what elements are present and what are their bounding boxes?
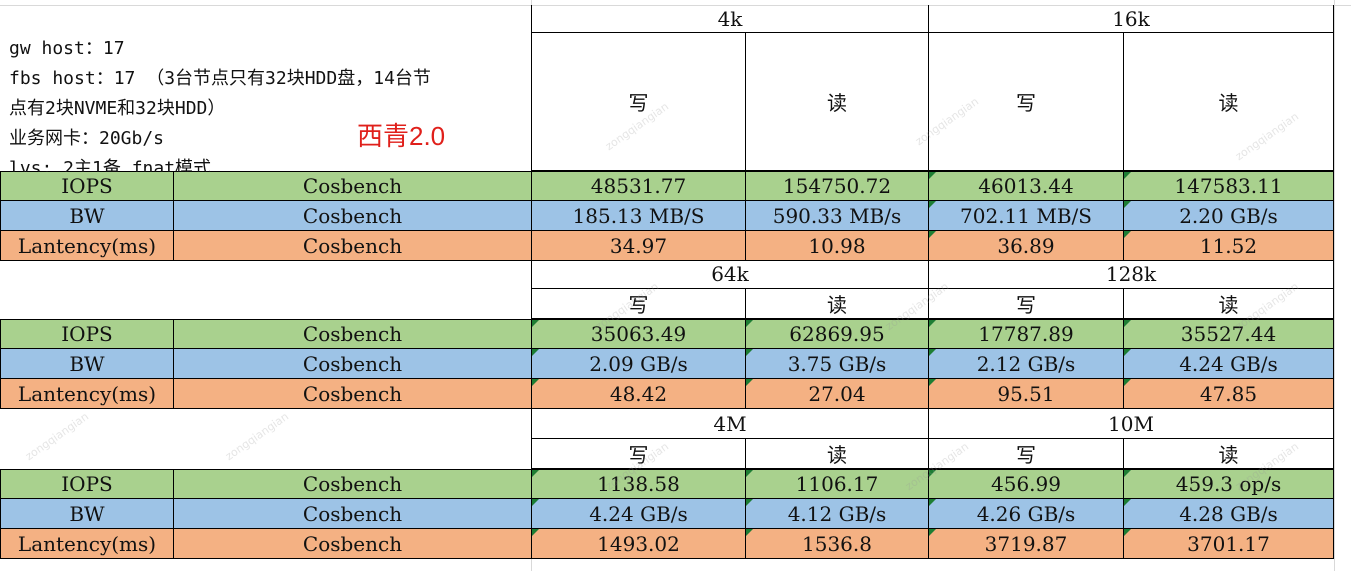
value-cell[interactable]: 702.11 MB/S — [928, 201, 1123, 231]
value-cell[interactable]: 4.12 GB/s — [745, 499, 928, 529]
metric-label[interactable]: IOPS — [0, 469, 173, 499]
value-cell[interactable]: 590.33 MB/s — [745, 201, 928, 231]
gridline — [1334, 0, 1335, 571]
tool-label[interactable]: Cosbench — [173, 469, 531, 499]
op-header[interactable]: 读 — [1123, 289, 1334, 319]
tool-label[interactable]: Cosbench — [173, 171, 531, 201]
op-header[interactable]: 写 — [531, 439, 745, 469]
tool-label[interactable]: Cosbench — [173, 231, 531, 261]
note-line: lvs: 2主1备 fnat模式 — [9, 158, 212, 172]
value-cell[interactable]: 1106.17 — [745, 469, 928, 499]
value-cell[interactable]: 2.09 GB/s — [531, 349, 745, 379]
metric-label[interactable]: BW — [0, 201, 173, 231]
value-cell[interactable]: 48531.77 — [531, 171, 745, 201]
gridline — [0, 5, 1351, 6]
op-header[interactable]: 写 — [928, 439, 1123, 469]
metric-label[interactable]: BW — [0, 349, 173, 379]
value-cell[interactable]: 3.75 GB/s — [745, 349, 928, 379]
size-header[interactable]: 4k — [531, 5, 928, 33]
metric-label[interactable]: Lantency(ms) — [0, 231, 173, 261]
value-cell[interactable]: 46013.44 — [928, 171, 1123, 201]
value-cell[interactable]: 1493.02 — [531, 529, 745, 559]
note-line: 业务网卡：20Gb/s — [9, 128, 165, 149]
tool-label[interactable]: Cosbench — [173, 529, 531, 559]
value-cell[interactable]: 2.20 GB/s — [1123, 201, 1334, 231]
value-cell[interactable]: 2.12 GB/s — [928, 349, 1123, 379]
note-line: fbs host：17 （3台节点只有32块HDD盘，14台节 — [9, 68, 431, 89]
value-cell[interactable]: 459.3 op/s — [1123, 469, 1334, 499]
op-header[interactable]: 写 — [531, 289, 745, 319]
value-cell[interactable]: 3719.87 — [928, 529, 1123, 559]
value-cell[interactable]: 48.42 — [531, 379, 745, 409]
size-header[interactable]: 64k — [531, 259, 928, 289]
value-cell[interactable]: 62869.95 — [745, 319, 928, 349]
size-header[interactable]: 4M — [531, 409, 928, 439]
tool-label[interactable]: Cosbench — [173, 379, 531, 409]
blank-header-cell[interactable] — [0, 259, 531, 319]
note-line: gw host：17 — [9, 38, 125, 59]
metric-label[interactable]: IOPS — [0, 319, 173, 349]
metric-label[interactable]: Lantency(ms) — [0, 529, 173, 559]
value-cell[interactable]: 4.28 GB/s — [1123, 499, 1334, 529]
value-cell[interactable]: 47.85 — [1123, 379, 1334, 409]
size-header[interactable]: 10M — [928, 409, 1334, 439]
value-cell[interactable]: 95.51 — [928, 379, 1123, 409]
size-header[interactable]: 128k — [928, 259, 1334, 289]
size-header[interactable]: 16k — [928, 5, 1334, 33]
notes-cell[interactable]: gw host：17 fbs host：17 （3台节点只有32块HDD盘，14… — [9, 34, 529, 172]
tool-label[interactable]: Cosbench — [173, 499, 531, 529]
value-cell[interactable]: 35063.49 — [531, 319, 745, 349]
value-cell[interactable]: 4.24 GB/s — [531, 499, 745, 529]
value-cell[interactable]: 3701.17 — [1123, 529, 1334, 559]
op-header[interactable]: 读 — [1123, 33, 1334, 171]
op-header[interactable]: 读 — [1123, 439, 1334, 469]
cluster-label: 西青2.0 — [357, 121, 446, 151]
op-header[interactable]: 写 — [928, 289, 1123, 319]
value-cell[interactable]: 11.52 — [1123, 231, 1334, 261]
metric-label[interactable]: IOPS — [0, 171, 173, 201]
tool-label[interactable]: Cosbench — [173, 319, 531, 349]
value-cell[interactable]: 17787.89 — [928, 319, 1123, 349]
tool-label[interactable]: Cosbench — [173, 349, 531, 379]
metric-label[interactable]: Lantency(ms) — [0, 379, 173, 409]
value-cell[interactable]: 10.98 — [745, 231, 928, 261]
op-header[interactable]: 读 — [745, 33, 928, 171]
metric-label[interactable]: BW — [0, 499, 173, 529]
value-cell[interactable]: 35527.44 — [1123, 319, 1334, 349]
value-cell[interactable]: 154750.72 — [745, 171, 928, 201]
value-cell[interactable]: 185.13 MB/S — [531, 201, 745, 231]
value-cell[interactable]: 34.97 — [531, 231, 745, 261]
op-header[interactable]: 写 — [531, 33, 745, 171]
op-header[interactable]: 写 — [928, 33, 1123, 171]
value-cell[interactable]: 147583.11 — [1123, 171, 1334, 201]
value-cell[interactable]: 1138.58 — [531, 469, 745, 499]
value-cell[interactable]: 1536.8 — [745, 529, 928, 559]
value-cell[interactable]: 36.89 — [928, 231, 1123, 261]
value-cell[interactable]: 456.99 — [928, 469, 1123, 499]
op-header[interactable]: 读 — [745, 439, 928, 469]
value-cell[interactable]: 4.24 GB/s — [1123, 349, 1334, 379]
tool-label[interactable]: Cosbench — [173, 201, 531, 231]
value-cell[interactable]: 4.26 GB/s — [928, 499, 1123, 529]
note-line: 点有2块NVME和32块HDD） — [9, 98, 226, 119]
op-header[interactable]: 读 — [745, 289, 928, 319]
value-cell[interactable]: 27.04 — [745, 379, 928, 409]
